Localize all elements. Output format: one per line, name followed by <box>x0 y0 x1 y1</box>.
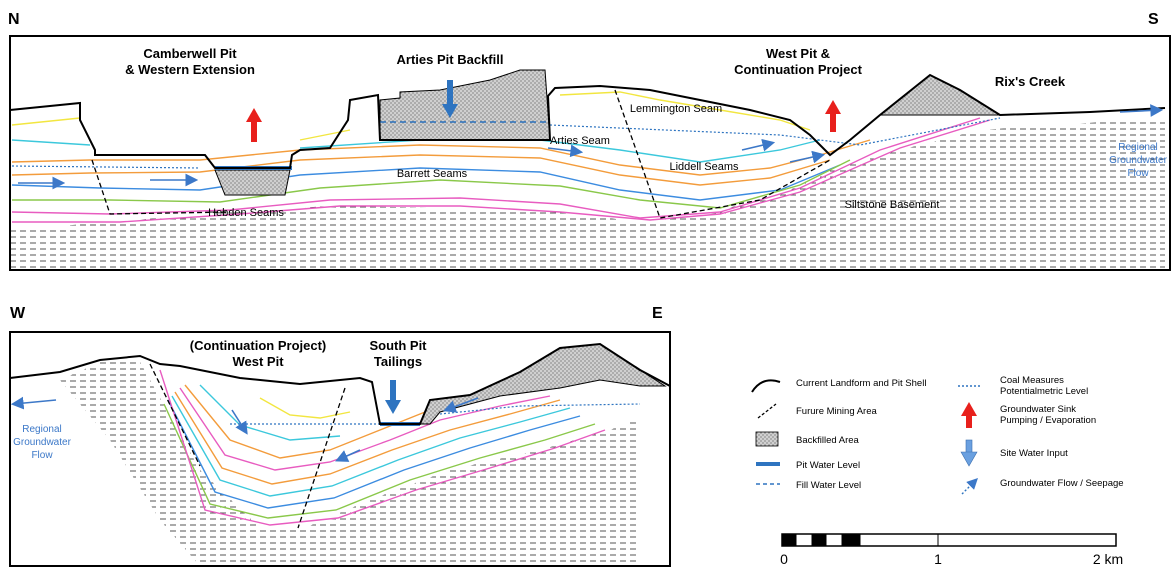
ns-seam-blue <box>11 164 841 201</box>
ns-seam-orange-1 <box>11 139 871 176</box>
barrett-seams-label: Barrett Seams <box>397 168 468 180</box>
ns-seam-orange-2 <box>11 154 831 186</box>
legend-landform-label: Current Landform and Pit Shell <box>796 378 926 389</box>
scale-bar: 0 1 2 km <box>780 533 1123 567</box>
we-seam-pink-2 <box>159 369 606 526</box>
ns-section: Camberwell Pit & Western Extension Artie… <box>9 35 1171 271</box>
legend-groundwater-sink-icon <box>961 402 977 428</box>
we-section: (Continuation Project) West Pit South Pi… <box>9 331 671 567</box>
ns-groundwater-sink-arrow-1 <box>246 108 262 142</box>
we-regional-flow-2: Groundwater <box>13 437 71 448</box>
ns-camberwell-backfill <box>214 169 291 196</box>
legend: Current Landform and Pit Shell Furure Mi… <box>751 375 1124 495</box>
east-label: E <box>652 305 663 322</box>
we-flow-arrow-3 <box>335 449 361 462</box>
ns-regional-flow-3: Flow <box>1127 168 1149 179</box>
legend-landform-icon <box>751 379 781 393</box>
camberwell-label-2: & Western Extension <box>125 62 255 77</box>
ns-flow-arrow-3 <box>547 144 584 158</box>
west-pit-label-2: Continuation Project <box>734 62 863 77</box>
scale-tick-1: 1 <box>934 551 942 567</box>
ns-regional-flow-1: Regional <box>1118 142 1157 153</box>
lemmington-seam-label: Lemmington Seam <box>630 103 722 115</box>
we-flow-arrow-2 <box>231 409 248 435</box>
legend-pit-water-label: Pit Water Level <box>796 460 860 471</box>
south-pit-label-2: Tailings <box>374 354 422 369</box>
legend-future-mining-label: Furure Mining Area <box>796 406 878 417</box>
siltstone-basement-label: Siltstone Basement <box>845 199 940 211</box>
legend-fill-water-label: Fill Water Level <box>796 480 861 491</box>
camberwell-label-1: Camberwell Pit <box>143 46 237 61</box>
ns-flow-arrow-4 <box>741 138 776 152</box>
arties-backfill-label: Arties Pit Backfill <box>397 52 504 67</box>
ns-groundwater-sink-arrow-2 <box>825 100 841 132</box>
legend-gw-sink-label-1: Groundwater Sink <box>1000 404 1076 415</box>
we-landform-outline <box>9 342 671 425</box>
we-frame <box>9 331 671 567</box>
legend-coal-measures-label-1: Coal Measures <box>1000 375 1064 386</box>
hebden-seams-label: Hebden Seams <box>208 207 284 219</box>
we-future-mining-line-1 <box>149 363 201 467</box>
ns-seam-pink-2 <box>12 119 991 223</box>
north-label: N <box>8 11 20 28</box>
we-seam-cyan-2 <box>171 395 571 497</box>
continuation-label-1: (Continuation Project) <box>190 338 327 353</box>
scale-tick-0: 0 <box>780 551 788 567</box>
legend-site-water-icon <box>960 439 978 467</box>
scale-tick-2: 2 km <box>1093 551 1123 567</box>
ns-flow-arrow-5 <box>789 150 826 164</box>
legend-gw-flow-label: Groundwater Flow / Seepage <box>1000 478 1124 489</box>
legend-gw-sink-label-2: Pumping / Evaporation <box>1000 415 1096 426</box>
we-flow-arrow-1 <box>10 396 57 410</box>
west-label: W <box>10 305 26 322</box>
ns-future-mining-line-2 <box>614 89 831 219</box>
continuation-label-2: West Pit <box>232 354 284 369</box>
ns-seam-pink <box>11 117 981 219</box>
we-seam-orange-2 <box>174 391 561 485</box>
legend-backfilled-label: Backfilled Area <box>796 435 860 446</box>
we-potentiometric-level <box>230 403 641 425</box>
we-seam-cyan-1 <box>199 384 341 441</box>
we-future-mining-line-2 <box>297 387 346 529</box>
we-siltstone-basement <box>60 358 640 566</box>
legend-future-mining-icon <box>757 403 777 419</box>
we-seam-yellow <box>259 397 351 419</box>
ns-arties-backfill <box>379 69 551 141</box>
south-label: S <box>1148 11 1159 28</box>
we-seam-pink-1 <box>179 387 551 471</box>
ns-siltstone-basement <box>10 118 1165 270</box>
rixs-creek-label: Rix's Creek <box>995 74 1066 89</box>
we-site-water-input-arrow <box>385 380 401 414</box>
ns-future-mining-line-1 <box>91 159 231 215</box>
we-regional-flow-1: Regional <box>22 424 61 435</box>
ns-frame <box>9 35 1171 271</box>
ns-potentiometric-level <box>11 117 1001 169</box>
ns-flow-arrow-6 <box>1119 104 1164 117</box>
ns-regional-flow-2: Groundwater <box>1109 155 1167 166</box>
we-seam-green <box>163 403 596 519</box>
liddell-seams-label: Liddell Seams <box>669 161 739 173</box>
ns-site-water-input-arrow <box>442 80 458 118</box>
we-flow-arrow-4 <box>443 397 479 413</box>
west-pit-label-1: West Pit & <box>766 46 830 61</box>
we-south-pit-backfill <box>380 343 667 425</box>
arties-seam-label: Arties Seam <box>550 135 610 147</box>
legend-coal-measures-label-2: Potentialmetric Level <box>1000 386 1088 397</box>
legend-gw-flow-icon <box>961 478 978 495</box>
we-regional-flow-3: Flow <box>31 450 53 461</box>
legend-backfill-icon <box>755 431 779 447</box>
south-pit-label-1: South Pit <box>369 338 427 353</box>
ns-seam-green <box>12 159 851 209</box>
ns-landform-outline <box>9 73 1166 169</box>
legend-site-water-label: Site Water Input <box>1000 448 1068 459</box>
ns-seam-cyan <box>11 139 821 163</box>
we-seam-blue <box>167 399 581 509</box>
